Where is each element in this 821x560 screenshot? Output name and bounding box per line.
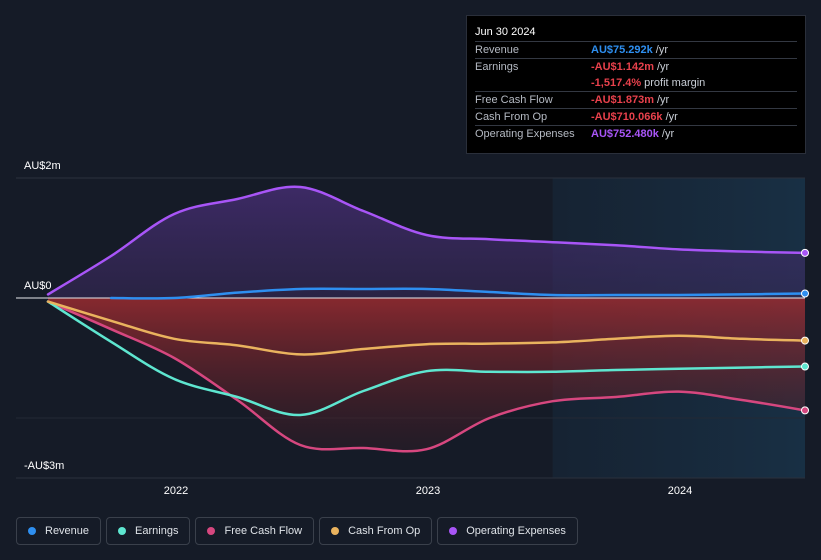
tooltip-label: Operating Expenses xyxy=(475,128,575,140)
tooltip-label: Earnings xyxy=(475,61,519,73)
tooltip-row-earnings: Earnings -AU$1.142m /yr xyxy=(475,58,797,75)
legend-dot-icon xyxy=(207,527,216,535)
tooltip-unit: /yr xyxy=(656,61,670,73)
legend-label: Operating Expenses xyxy=(466,525,566,537)
legend-dot-icon xyxy=(449,527,458,535)
series-end-marker-operating-expenses xyxy=(801,248,809,257)
series-line-cash-from-op xyxy=(46,300,807,356)
legend-item-revenue[interactable]: Revenue xyxy=(16,517,102,545)
series-line-revenue xyxy=(109,287,807,300)
loss-area xyxy=(48,298,805,452)
x-tick-label: 2023 xyxy=(415,485,441,497)
y-tick-label: -AU$3m xyxy=(24,460,65,472)
tooltip-label: Revenue xyxy=(475,44,520,56)
series-end-marker-earnings xyxy=(801,362,809,371)
tooltip-value: -1,517.4% xyxy=(591,77,642,89)
tooltip-value: AU$752.480k xyxy=(591,128,659,140)
tooltip-row-operating-expenses: Operating Expenses AU$752.480k /yr xyxy=(475,125,797,142)
series-end-marker-free-cash-flow xyxy=(801,406,809,415)
legend-label: Cash From Op xyxy=(348,525,421,537)
tooltip-value: AU$75.292k xyxy=(591,44,653,56)
series-line-operating-expenses xyxy=(46,185,807,296)
chart-legend: Revenue Earnings Free Cash Flow Cash Fro… xyxy=(16,517,583,545)
legend-dot-icon xyxy=(118,527,127,535)
legend-item-earnings[interactable]: Earnings xyxy=(106,517,191,545)
tooltip-unit: /yr xyxy=(656,94,670,106)
tooltip-unit: /yr xyxy=(655,44,669,56)
expenses-area xyxy=(48,186,805,298)
tooltip-row-profit-margin: -1,517.4% profit margin xyxy=(475,75,797,91)
tooltip-label: Cash From Op xyxy=(475,111,548,123)
series-line-earnings xyxy=(46,300,807,417)
tooltip-label xyxy=(475,75,591,91)
legend-label: Free Cash Flow xyxy=(224,525,303,537)
y-tick-label: AU$0 xyxy=(24,280,52,292)
series-end-marker-cash-from-op xyxy=(801,336,809,345)
tooltip-unit: /yr xyxy=(661,128,675,140)
x-tick-label: 2024 xyxy=(667,485,693,497)
tooltip-row-cash-from-op: Cash From Op -AU$710.066k /yr xyxy=(475,108,797,125)
tooltip-value: -AU$710.066k xyxy=(591,111,663,123)
tooltip-unit: profit margin xyxy=(644,77,706,89)
tooltip-row-free-cash-flow: Free Cash Flow -AU$1.873m /yr xyxy=(475,91,797,108)
legend-item-operating-expenses[interactable]: Operating Expenses xyxy=(437,517,578,545)
legend-label: Earnings xyxy=(135,525,179,537)
tooltip-date: Jun 30 2024 xyxy=(475,26,536,38)
legend-dot-icon xyxy=(331,527,340,535)
legend-item-cash-from-op[interactable]: Cash From Op xyxy=(319,517,433,545)
tooltip-value: -AU$1.873m xyxy=(591,94,654,106)
tooltip-label: Free Cash Flow xyxy=(475,94,553,106)
series-line-free-cash-flow xyxy=(46,300,807,453)
y-tick-label: AU$2m xyxy=(24,160,61,172)
x-tick-label: 2022 xyxy=(163,485,189,497)
tooltip-unit: /yr xyxy=(665,111,678,123)
tooltip-value: -AU$1.142m xyxy=(591,61,654,73)
series-end-marker-revenue xyxy=(801,289,809,298)
data-tooltip: Jun 30 2024 Revenue AU$75.292k /yr Earni… xyxy=(466,15,806,154)
legend-dot-icon xyxy=(28,527,36,535)
legend-item-free-cash-flow[interactable]: Free Cash Flow xyxy=(195,517,315,545)
tooltip-row-revenue: Revenue AU$75.292k /yr xyxy=(475,41,797,58)
legend-label: Revenue xyxy=(45,525,90,537)
